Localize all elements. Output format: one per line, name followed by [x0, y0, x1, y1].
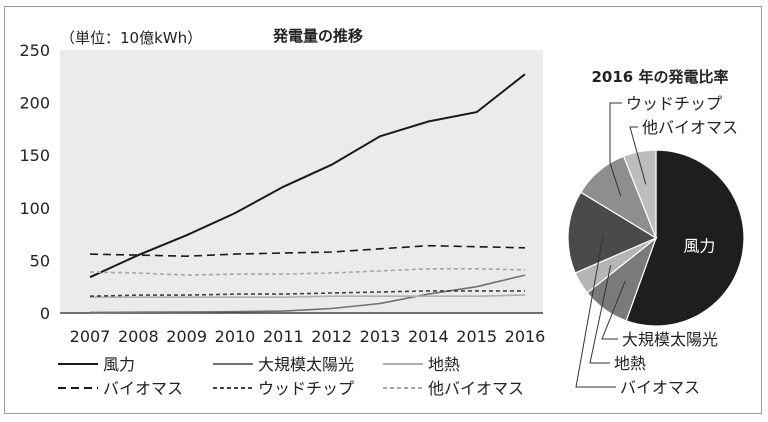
y-tick-label: 100	[19, 199, 50, 218]
y-axis: 0 50 100 150 200 250	[19, 41, 50, 323]
series-line-2	[89, 274, 526, 314]
series-line-6	[89, 267, 526, 276]
line-chart-unit-label: （単位：10億kWh）	[60, 29, 202, 47]
x-axis: 2007 2008 2009 2010 2011 2012 2013 2014 2015 2016	[60, 312, 546, 346]
pie-chart-title: 2016 年の発電比率	[592, 68, 729, 86]
y-tick-label: 200	[19, 94, 50, 113]
series-line-4	[89, 244, 526, 258]
x-tick-label: 2016	[505, 327, 546, 346]
x-tick-label: 2013	[360, 327, 401, 346]
y-tick-label: 0	[40, 304, 50, 323]
legend-label: 他バイオマス	[428, 379, 524, 398]
x-tick-label: 2011	[263, 327, 304, 346]
pie-leader-line	[601, 280, 626, 340]
pie-leader-line	[609, 102, 622, 197]
series-lines	[89, 73, 526, 314]
legend-label: ウッドチップ	[258, 379, 354, 398]
x-tick-label: 2007	[70, 327, 111, 346]
pie-label: ウッドチップ	[626, 94, 722, 113]
pie-label: 他バイオマス	[642, 118, 738, 137]
x-tick-label: 2014	[408, 327, 449, 346]
pie-label: 風力	[683, 237, 715, 256]
series-line-3	[90, 294, 526, 299]
pie-slice-4	[567, 191, 658, 274]
x-tick-label: 2012	[311, 327, 352, 346]
y-tick-label: 50	[30, 251, 50, 270]
y-tick-label: 150	[19, 146, 50, 165]
legend-label: 風力	[103, 355, 135, 374]
pie-chart	[567, 149, 745, 327]
pie-label: バイオマス	[620, 378, 700, 397]
legend-label: バイオマス	[103, 379, 183, 398]
pie-leader-line	[629, 126, 647, 185]
pie-label: 大規模太陽光	[622, 330, 718, 349]
pie-leader-line	[575, 234, 616, 388]
series-line-1	[89, 73, 526, 279]
x-tick-label: 2015	[456, 327, 497, 346]
pie-slice-6	[622, 149, 657, 239]
x-tick-label: 2009	[166, 327, 207, 346]
pie-label: 地熱	[614, 354, 646, 373]
line-chart-title: 発電量の推移	[272, 27, 363, 45]
x-tick-label: 2010	[215, 327, 256, 346]
y-tick-label: 250	[19, 41, 50, 60]
legend-label: 地熱	[428, 355, 460, 374]
legend-label: 大規模太陽光	[258, 355, 354, 374]
series-line-5	[89, 290, 525, 297]
pie-slice-1	[625, 149, 745, 327]
pie-leader-line	[589, 265, 612, 364]
x-tick-label: 2008	[118, 327, 159, 346]
